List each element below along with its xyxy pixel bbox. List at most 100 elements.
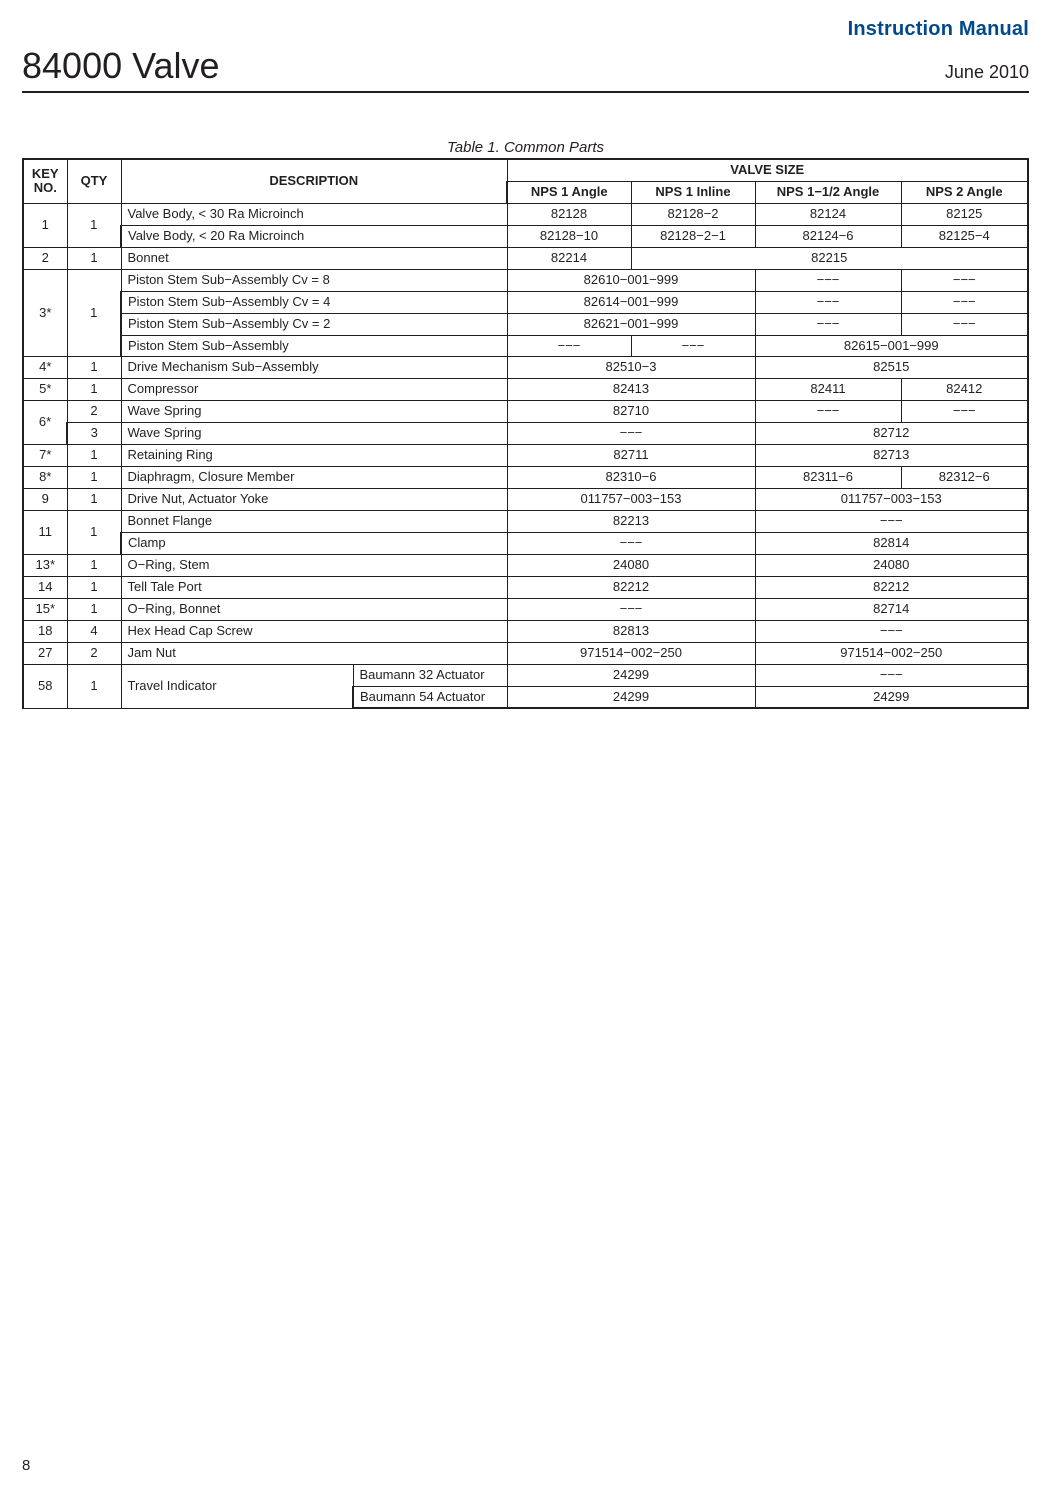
- cell-desc: Retaining Ring: [121, 445, 507, 467]
- cell-val: 82712: [755, 423, 1028, 445]
- cell-qty: 1: [67, 379, 121, 401]
- cell-desc: Wave Spring: [121, 423, 507, 445]
- cell-val: 82814: [755, 532, 1028, 554]
- table-row: Valve Body, < 20 Ra Microinch 82128−10 8…: [23, 225, 1028, 247]
- table-row: 9 1 Drive Nut, Actuator Yoke 011757−003−…: [23, 489, 1028, 511]
- cell-desc: O−Ring, Bonnet: [121, 598, 507, 620]
- cell-key: 1: [23, 203, 67, 247]
- table-row: 3 Wave Spring −−− 82712: [23, 423, 1028, 445]
- cell-key: 14: [23, 576, 67, 598]
- col-valve-size: VALVE SIZE: [507, 159, 1028, 181]
- cell-qty: 3: [67, 423, 121, 445]
- cell-val: 24299: [507, 664, 755, 686]
- cell-desc: Bonnet Flange: [121, 511, 507, 533]
- cell-val: 24299: [755, 686, 1028, 708]
- cell-val: 82713: [755, 445, 1028, 467]
- cell-val: 82515: [755, 357, 1028, 379]
- cell-val: −−−: [755, 511, 1028, 533]
- table-row: 13* 1 O−Ring, Stem 24080 24080: [23, 554, 1028, 576]
- cell-key: 15*: [23, 598, 67, 620]
- table-row: 18 4 Hex Head Cap Screw 82813 −−−: [23, 620, 1028, 642]
- cell-val: 82714: [755, 598, 1028, 620]
- table-row: 7* 1 Retaining Ring 82711 82713: [23, 445, 1028, 467]
- cell-key: 5*: [23, 379, 67, 401]
- cell-val: 82310−6: [507, 467, 755, 489]
- parts-table: KEY NO. QTY DESCRIPTION VALVE SIZE NPS 1…: [22, 158, 1029, 709]
- cell-val: 24080: [755, 554, 1028, 576]
- manual-title: Instruction Manual: [848, 18, 1029, 40]
- cell-key: 27: [23, 642, 67, 664]
- table-row: 6* 2 Wave Spring 82710 −−− −−−: [23, 401, 1028, 423]
- cell-val: 82124−6: [755, 225, 901, 247]
- cell-val: 82212: [507, 576, 755, 598]
- cell-val: −−−: [755, 291, 901, 313]
- table-row: Piston Stem Sub−Assembly Cv = 4 82614−00…: [23, 291, 1028, 313]
- cell-key: 18: [23, 620, 67, 642]
- cell-desc: Diaphragm, Closure Member: [121, 467, 507, 489]
- cell-desc: Valve Body, < 20 Ra Microinch: [121, 225, 507, 247]
- cell-val: −−−: [901, 269, 1028, 291]
- cell-val: 82621−001−999: [507, 313, 755, 335]
- header-row: 84000 Valve June 2010: [22, 45, 1029, 93]
- cell-val: 82124: [755, 203, 901, 225]
- table-row: 15* 1 O−Ring, Bonnet −−− 82714: [23, 598, 1028, 620]
- table-row: 5* 1 Compressor 82413 82411 82412: [23, 379, 1028, 401]
- table-row: 27 2 Jam Nut 971514−002−250 971514−002−2…: [23, 642, 1028, 664]
- cell-val: 82128−2−1: [631, 225, 755, 247]
- cell-key: 6*: [23, 401, 67, 445]
- cell-val: 82128−2: [631, 203, 755, 225]
- cell-val: −−−: [901, 313, 1028, 335]
- cell-key: 9: [23, 489, 67, 511]
- cell-desc: Compressor: [121, 379, 507, 401]
- cell-val: 82215: [631, 247, 1028, 269]
- cell-desc: Piston Stem Sub−Assembly: [121, 335, 507, 357]
- cell-val: 82311−6: [755, 467, 901, 489]
- table-row: Piston Stem Sub−Assembly Cv = 2 82621−00…: [23, 313, 1028, 335]
- cell-val: −−−: [755, 313, 901, 335]
- cell-desc: Bonnet: [121, 247, 507, 269]
- cell-subdesc: Baumann 32 Actuator: [353, 664, 507, 686]
- cell-key: 2: [23, 247, 67, 269]
- cell-desc: Tell Tale Port: [121, 576, 507, 598]
- cell-val: 971514−002−250: [755, 642, 1028, 664]
- cell-val: 82615−001−999: [755, 335, 1028, 357]
- cell-desc: Piston Stem Sub−Assembly Cv = 2: [121, 313, 507, 335]
- cell-qty: 4: [67, 620, 121, 642]
- col-v1: NPS 1 Angle: [507, 181, 631, 203]
- col-v2: NPS 1 Inline: [631, 181, 755, 203]
- cell-val: −−−: [507, 335, 631, 357]
- cell-subdesc: Baumann 54 Actuator: [353, 686, 507, 708]
- cell-val: −−−: [507, 532, 755, 554]
- cell-val: 82710: [507, 401, 755, 423]
- cell-desc: Clamp: [121, 532, 507, 554]
- cell-desc: Wave Spring: [121, 401, 507, 423]
- table-caption: Table 1. Common Parts: [22, 139, 1029, 156]
- cell-val: −−−: [507, 423, 755, 445]
- cell-desc: Drive Nut, Actuator Yoke: [121, 489, 507, 511]
- col-v4: NPS 2 Angle: [901, 181, 1028, 203]
- doc-date: June 2010: [945, 62, 1029, 83]
- cell-val: 82610−001−999: [507, 269, 755, 291]
- cell-val: 971514−002−250: [507, 642, 755, 664]
- cell-val: 82214: [507, 247, 631, 269]
- cell-val: 82411: [755, 379, 901, 401]
- cell-key: 4*: [23, 357, 67, 379]
- cell-desc: O−Ring, Stem: [121, 554, 507, 576]
- cell-qty: 2: [67, 401, 121, 423]
- table-row: Clamp −−− 82814: [23, 532, 1028, 554]
- cell-qty: 2: [67, 642, 121, 664]
- cell-qty: 1: [67, 511, 121, 555]
- col-key: KEY NO.: [23, 159, 67, 203]
- cell-desc: Travel Indicator: [121, 664, 353, 708]
- cell-val: −−−: [755, 620, 1028, 642]
- cell-val: 82711: [507, 445, 755, 467]
- cell-val: −−−: [507, 598, 755, 620]
- cell-key: 11: [23, 511, 67, 555]
- cell-val: 24299: [507, 686, 755, 708]
- cell-qty: 1: [67, 576, 121, 598]
- page-number: 8: [22, 1457, 30, 1474]
- cell-val: 011757−003−153: [755, 489, 1028, 511]
- table-row: 8* 1 Diaphragm, Closure Member 82310−6 8…: [23, 467, 1028, 489]
- cell-val: 24080: [507, 554, 755, 576]
- cell-qty: 1: [67, 445, 121, 467]
